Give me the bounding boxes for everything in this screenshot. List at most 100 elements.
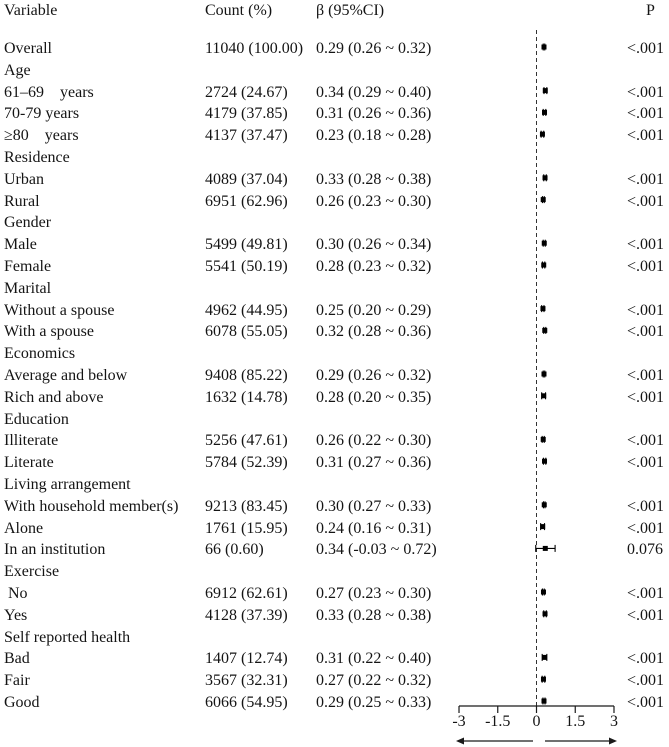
table-row: Rich and above 1632 (14.78) 0.28 (0.20 ~ 0… (0, 387, 669, 409)
row-p-value: <.001 (627, 497, 665, 515)
row-count: 9213 (83.45) (205, 497, 288, 515)
table-row: Good 6066 (54.95) 0.29 (0.25 ~ 0.33) <.001 (0, 692, 669, 714)
row-beta-ci: 0.33 (0.28 ~ 0.38) (316, 606, 432, 624)
row-count: 6066 (54.95) (205, 694, 288, 711)
row-p-value: <.001 (627, 258, 665, 275)
row-beta-ci: 0.29 (0.26 ~ 0.32) (316, 40, 432, 57)
row-p-value: <.001 (627, 672, 665, 690)
row-beta-ci: 0.27 (0.22 ~ 0.32) (316, 672, 432, 690)
section-label: Self reported health (4, 628, 131, 646)
table-section-row: Self reported health (0, 627, 669, 649)
row-count: 1407 (12.74) (205, 650, 288, 668)
row-count: 5541 (50.19) (205, 258, 288, 275)
table-section-row: Marital (0, 278, 669, 300)
x-axis-tick-label: 1.5 (565, 713, 585, 730)
col-header-p-value: P (646, 2, 655, 19)
table-section-row: Gender (0, 212, 669, 234)
row-count: 6078 (55.05) (205, 323, 288, 341)
row-beta-ci: 0.30 (0.26 ~ 0.34) (316, 236, 432, 254)
table-row: Urban 4089 (37.04) 0.33 (0.28 ~ 0.38) <.001 (0, 169, 669, 191)
row-count: 4089 (37.04) (205, 170, 288, 188)
row-p-value: 0.076 (627, 541, 663, 559)
section-label: Education (4, 410, 69, 428)
row-p-value: <.001 (627, 694, 665, 711)
row-variable: Without a spouse (4, 301, 115, 319)
row-variable: Fair (4, 672, 30, 690)
row-p-value: <.001 (627, 323, 665, 341)
row-p-value: <.001 (627, 519, 665, 537)
row-count: 5256 (47.61) (205, 432, 288, 450)
table-section-row: Residence (0, 147, 669, 169)
row-beta-ci: 0.30 (0.27 ~ 0.33) (316, 497, 432, 515)
row-variable: No (4, 585, 28, 602)
row-p-value: <.001 (627, 367, 665, 384)
row-count: 3567 (32.31) (205, 672, 288, 690)
row-variable: Average and below (4, 367, 128, 384)
axis-arrow-right-head (608, 737, 617, 745)
row-p-value: <.001 (627, 236, 665, 254)
row-p-value: <.001 (627, 301, 665, 319)
table-row: Bad 1407 (12.74) 0.31 (0.22 ~ 0.40) <.001 (0, 648, 669, 670)
table-row: Yes 4128 (37.39) 0.33 (0.28 ~ 0.38) <.001 (0, 605, 669, 627)
row-beta-ci: 0.25 (0.20 ~ 0.29) (316, 301, 432, 319)
table-row: Fair 3567 (32.31) 0.27 (0.22 ~ 0.32) <.001 (0, 670, 669, 692)
row-beta-ci: 0.29 (0.26 ~ 0.32) (316, 367, 432, 384)
row-p-value: <.001 (627, 585, 665, 602)
row-p-value: <.001 (627, 105, 665, 123)
row-variable: In an institution (4, 541, 106, 559)
row-beta-ci: 0.31 (0.26 ~ 0.36) (316, 105, 432, 123)
x-axis-tick-label: 3 (610, 713, 618, 730)
row-count: 6951 (62.96) (205, 192, 288, 210)
row-beta-ci: 0.34 (-0.03 ~ 0.72) (316, 541, 437, 559)
row-variable: With household member(s) (4, 497, 179, 515)
section-label: Residence (4, 149, 70, 166)
table-row: With household member(s) 9213 (83.45) 0.30… (0, 496, 669, 518)
row-count: 5499 (49.81) (205, 236, 288, 254)
row-beta-ci: 0.32 (0.28 ~ 0.36) (316, 323, 432, 341)
row-variable: Alone (4, 519, 44, 537)
table-section-row: Age (0, 60, 669, 82)
row-variable: With a spouse (4, 323, 95, 341)
row-variable: Male (4, 236, 37, 254)
col-header-variable: Variable (4, 2, 58, 19)
row-beta-ci: 0.26 (0.22 ~ 0.30) (316, 432, 432, 450)
row-variable: 70-79 years (4, 105, 80, 123)
row-count: 4137 (37.47) (205, 127, 288, 145)
row-count: 66 (0.60) (205, 541, 264, 559)
row-p-value: <.001 (627, 650, 665, 668)
row-variable: Illiterate (4, 432, 59, 450)
row-count: 4179 (37.85) (205, 105, 288, 123)
row-p-value: <.001 (627, 127, 665, 145)
table-section-row: Exercise (0, 561, 669, 583)
row-p-value: <.001 (627, 170, 665, 188)
table-row: Literate 5784 (52.39) 0.31 (0.27 ~ 0.36) <.… (0, 452, 669, 474)
section-label: Exercise (4, 563, 60, 581)
row-beta-ci: 0.34 (0.29 ~ 0.40) (316, 83, 432, 101)
row-variable: 61–69 years (4, 83, 94, 101)
section-label: Gender (4, 214, 52, 232)
row-variable: Overall (4, 40, 52, 57)
section-label: Marital (4, 279, 52, 297)
row-count: 4128 (37.39) (205, 606, 288, 624)
section-label: Economics (4, 345, 76, 363)
table-row: Male 5499 (49.81) 0.30 (0.26 ~ 0.34) <.001 (0, 234, 669, 256)
row-beta-ci: 0.29 (0.25 ~ 0.33) (316, 694, 432, 711)
row-variable: ≥80 years (4, 127, 79, 145)
table-row: Female 5541 (50.19) 0.28 (0.23 ~ 0.32) <.00… (0, 256, 669, 278)
row-beta-ci: 0.28 (0.20 ~ 0.35) (316, 388, 432, 406)
table-row: No 6912 (62.61) 0.27 (0.23 ~ 0.30) <.001 (0, 583, 669, 605)
table-section-row: Economics (0, 343, 669, 365)
row-p-value: <.001 (627, 432, 665, 450)
axis-arrow-left-head (456, 737, 465, 745)
row-p-value: <.001 (627, 454, 665, 472)
row-variable: Yes (4, 606, 28, 624)
section-label: Living arrangement (4, 476, 131, 493)
row-beta-ci: 0.31 (0.27 ~ 0.36) (316, 454, 432, 472)
table-section-row: Living arrangement (0, 474, 669, 496)
table-row: Average and below 9408 (85.22) 0.29 (0.26 … (0, 365, 669, 387)
row-p-value: <.001 (627, 40, 665, 57)
table-row: Illiterate 5256 (47.61) 0.26 (0.22 ~ 0.30)… (0, 430, 669, 452)
x-axis-tick-label: -3 (452, 713, 465, 730)
row-variable: Rural (4, 192, 40, 210)
